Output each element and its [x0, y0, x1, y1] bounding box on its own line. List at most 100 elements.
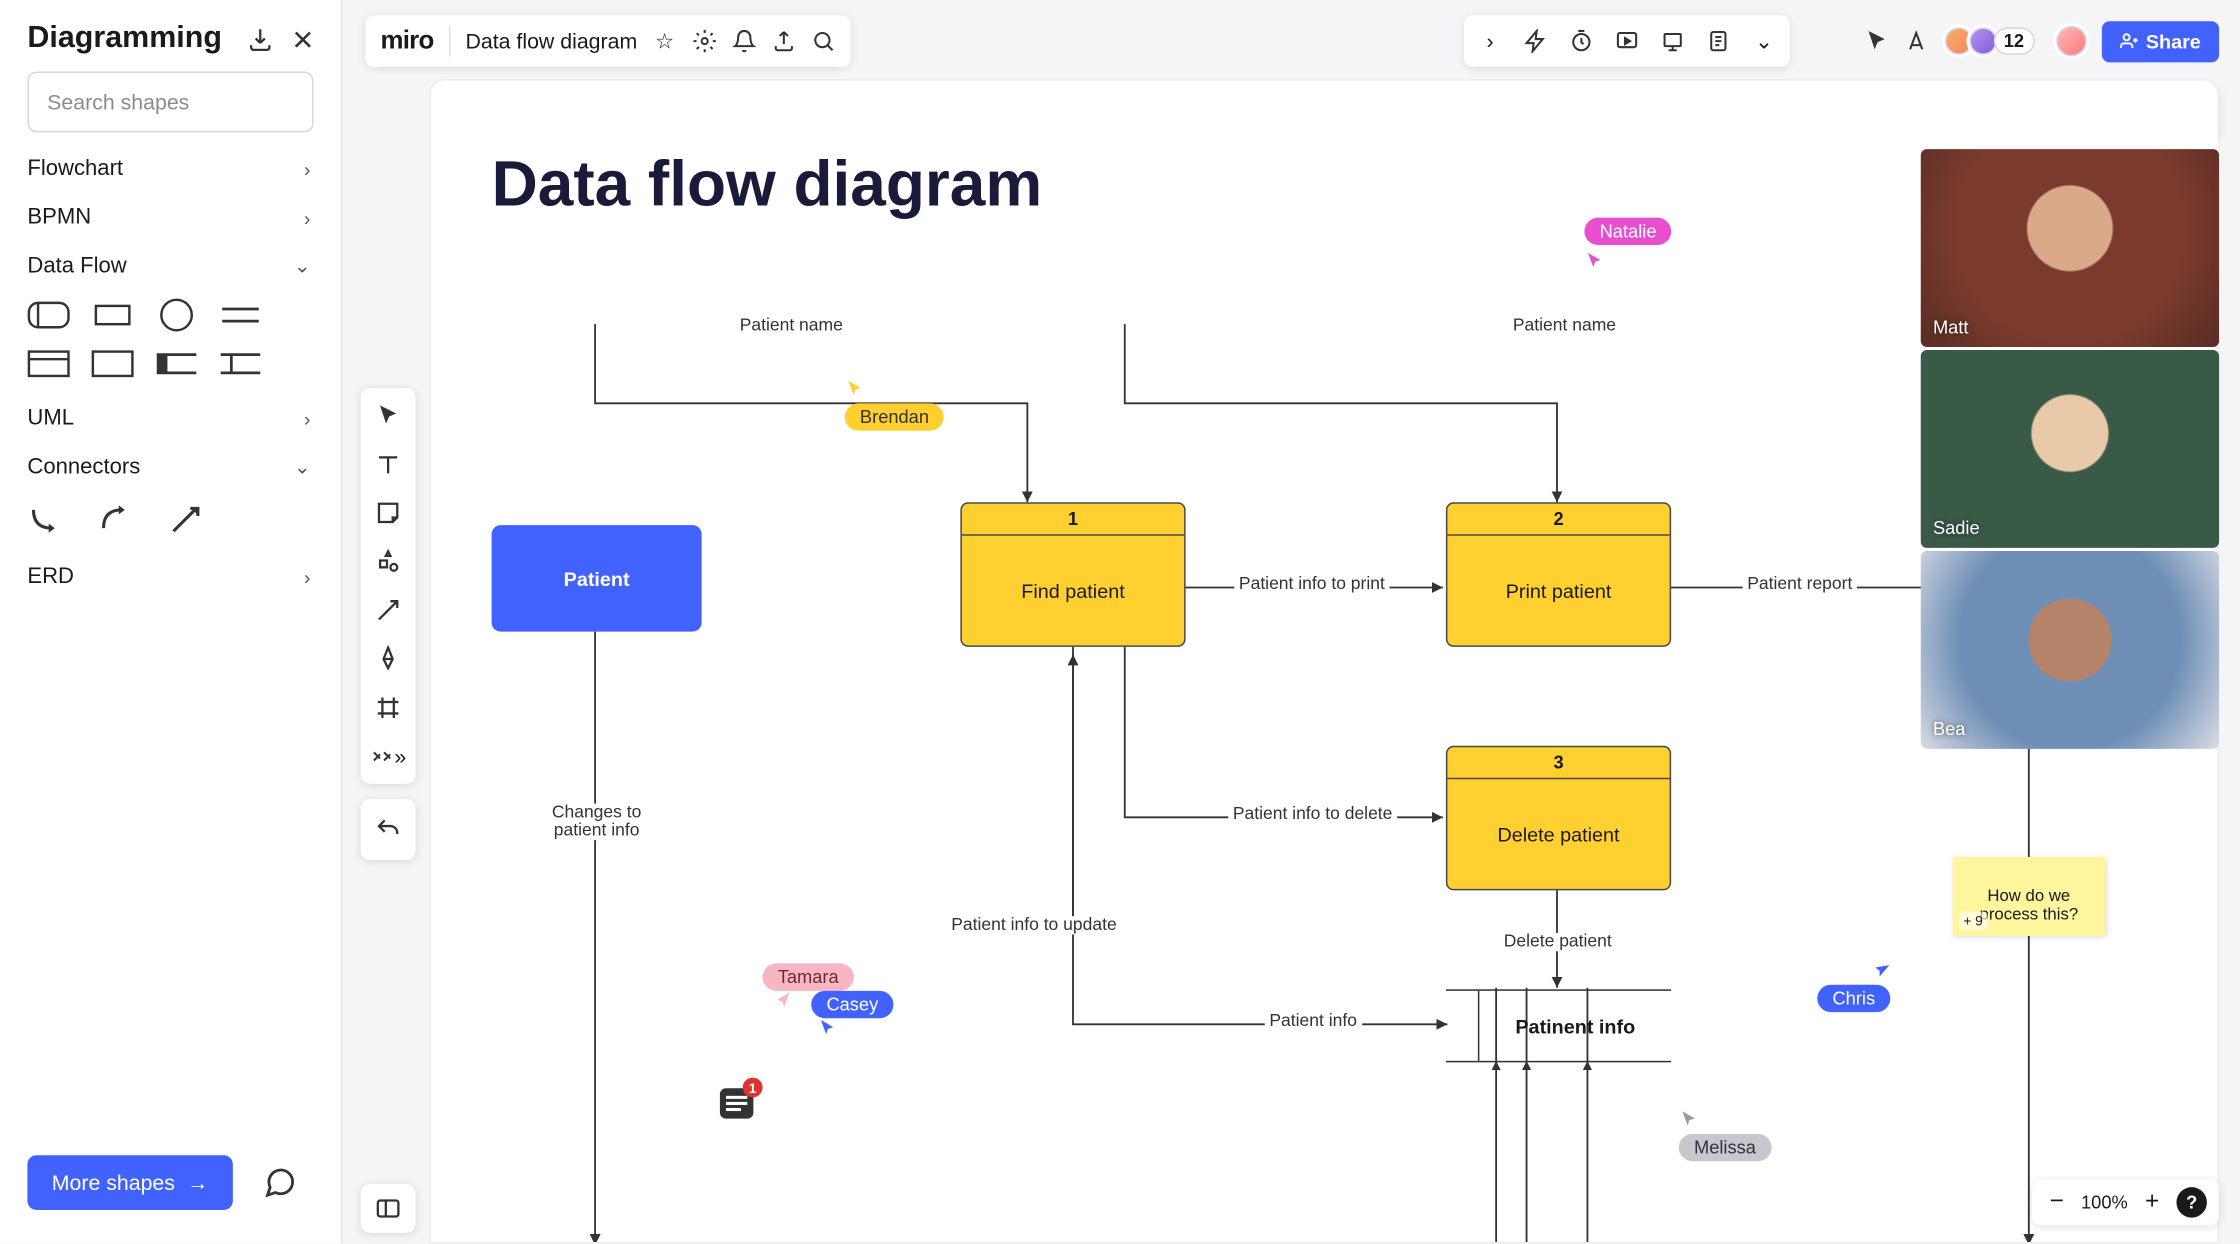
entity-patient[interactable]: Patient — [492, 525, 702, 632]
sticky-text: How do we process this? — [1980, 887, 2079, 924]
connector-elbow[interactable] — [27, 501, 64, 538]
shape-tool[interactable] — [370, 543, 407, 580]
frame-tool[interactable] — [370, 689, 407, 726]
datastore-patient-info[interactable]: Patinent info — [1446, 989, 1671, 1062]
video-tile[interactable]: Bea — [1921, 551, 2219, 749]
process-num: 3 — [1447, 747, 1669, 779]
undo-button[interactable] — [361, 799, 416, 860]
process-label: Print patient — [1447, 536, 1669, 646]
entity-label: Patient — [564, 567, 630, 590]
chevron-right-icon: › — [304, 407, 311, 430]
import-icon[interactable] — [247, 25, 274, 52]
edge-label: Patient info to delete — [1228, 805, 1397, 823]
text-tool[interactable] — [370, 446, 407, 483]
category-uml[interactable]: UML › — [0, 394, 341, 443]
edge-label: Patient info — [1265, 1012, 1362, 1030]
shape-rect2[interactable] — [91, 349, 134, 379]
chat-icon[interactable] — [263, 1166, 296, 1199]
comment-bubble[interactable]: 1 — [720, 1088, 753, 1118]
comment-count: 1 — [743, 1078, 763, 1098]
bolt-icon[interactable] — [1522, 27, 1549, 54]
timer-icon[interactable] — [1568, 27, 1595, 54]
more-tools[interactable]: » — [370, 738, 407, 775]
cursor-natalie: Natalie — [1584, 215, 1671, 273]
arrow-right-icon: → — [187, 1170, 208, 1194]
video-tile[interactable]: Matt — [1921, 149, 2219, 347]
search-shapes-input[interactable] — [27, 72, 313, 133]
miro-logo[interactable]: miro — [381, 26, 434, 56]
board-name[interactable]: Data flow diagram — [465, 29, 637, 53]
category-label: Data Flow — [27, 254, 126, 278]
search-icon[interactable] — [811, 29, 835, 53]
shape-rounded-parallel[interactable] — [27, 300, 70, 330]
category-erd[interactable]: ERD › — [0, 552, 341, 601]
zoom-percent[interactable]: 100% — [2081, 1192, 2128, 1213]
zoom-controls: − 100% + ? — [2032, 1180, 2219, 1226]
top-actions: › ⌄ — [1464, 15, 1790, 67]
process-label: Delete patient — [1447, 779, 1669, 889]
connector-line[interactable] — [167, 501, 204, 538]
chevron-right-icon[interactable]: › — [1476, 27, 1503, 54]
zoom-out-button[interactable]: − — [2044, 1190, 2068, 1214]
sticky-note[interactable]: How do we process this? + 9 — [1953, 857, 2105, 936]
shape-parallel-lines[interactable] — [219, 300, 262, 330]
star-icon[interactable]: ☆ — [652, 29, 676, 53]
edge-label: Delete patient — [1499, 933, 1616, 951]
notes-icon[interactable] — [1705, 27, 1732, 54]
edge-label: Patient name — [735, 317, 847, 335]
category-label: Connectors — [27, 455, 140, 479]
arrow-tool[interactable] — [370, 592, 407, 629]
category-label: UML — [27, 406, 74, 430]
pen-tool[interactable] — [370, 641, 407, 678]
datastore-label: Patinent info — [1479, 991, 1671, 1061]
cursor-label: Natalie — [1584, 218, 1671, 245]
panel-toggle[interactable] — [361, 1184, 416, 1233]
more-icon[interactable]: ⌄ — [1750, 27, 1777, 54]
shape-circle[interactable] — [155, 300, 198, 330]
connector-curve[interactable] — [97, 501, 134, 538]
tool-strip: » — [361, 388, 416, 784]
process-num: 1 — [962, 504, 1184, 536]
shape-rect[interactable] — [91, 300, 134, 330]
bell-icon[interactable] — [732, 29, 756, 53]
pointer-icon[interactable] — [1862, 27, 1889, 54]
help-button[interactable]: ? — [2176, 1187, 2206, 1217]
dataflow-shapes — [0, 291, 341, 394]
chevron-down-icon: ⌄ — [294, 455, 311, 479]
settings-icon[interactable] — [692, 29, 716, 53]
slides-icon[interactable] — [1659, 27, 1686, 54]
edge-label: Patient name — [1508, 317, 1620, 335]
video-name: Sadie — [1933, 517, 1980, 538]
category-label: BPMN — [27, 205, 91, 229]
shape-datastore-open[interactable] — [219, 349, 262, 379]
sticky-reactions[interactable]: + 9 — [1959, 912, 1988, 930]
avatar-self[interactable] — [2053, 23, 2090, 60]
process-find[interactable]: 1 Find patient — [960, 502, 1185, 647]
category-bpmn[interactable]: BPMN › — [0, 193, 341, 242]
shape-header-rect[interactable] — [27, 349, 70, 379]
cursor-chris: Chris — [1808, 960, 1890, 1012]
process-print[interactable]: 2 Print patient — [1446, 502, 1671, 647]
process-delete[interactable]: 3 Delete patient — [1446, 746, 1671, 891]
video-tile[interactable]: Sadie — [1921, 350, 2219, 548]
shape-datastore-left[interactable] — [155, 349, 198, 379]
connector-shapes — [0, 492, 341, 553]
avatar-stack[interactable]: 12 — [1941, 24, 2034, 57]
export-icon[interactable] — [771, 29, 795, 53]
cursor-label: Brendan — [845, 403, 945, 430]
category-connectors[interactable]: Connectors ⌄ — [0, 443, 341, 492]
cursor-tool[interactable] — [370, 397, 407, 434]
present-icon[interactable] — [1613, 27, 1640, 54]
zoom-in-button[interactable]: + — [2140, 1190, 2164, 1214]
category-label: ERD — [27, 565, 74, 589]
cursor-label: Chris — [1817, 985, 1890, 1012]
share-button[interactable]: Share — [2102, 21, 2219, 62]
process-num: 2 — [1447, 504, 1669, 536]
more-shapes-button[interactable]: More shapes → — [27, 1155, 232, 1210]
close-icon[interactable] — [289, 25, 316, 52]
edge-label: Patient report — [1743, 575, 1857, 593]
category-dataflow[interactable]: Data Flow ⌄ — [0, 242, 341, 291]
sticky-tool[interactable] — [370, 495, 407, 532]
reactions-icon[interactable] — [1902, 27, 1929, 54]
category-flowchart[interactable]: Flowchart › — [0, 145, 341, 194]
